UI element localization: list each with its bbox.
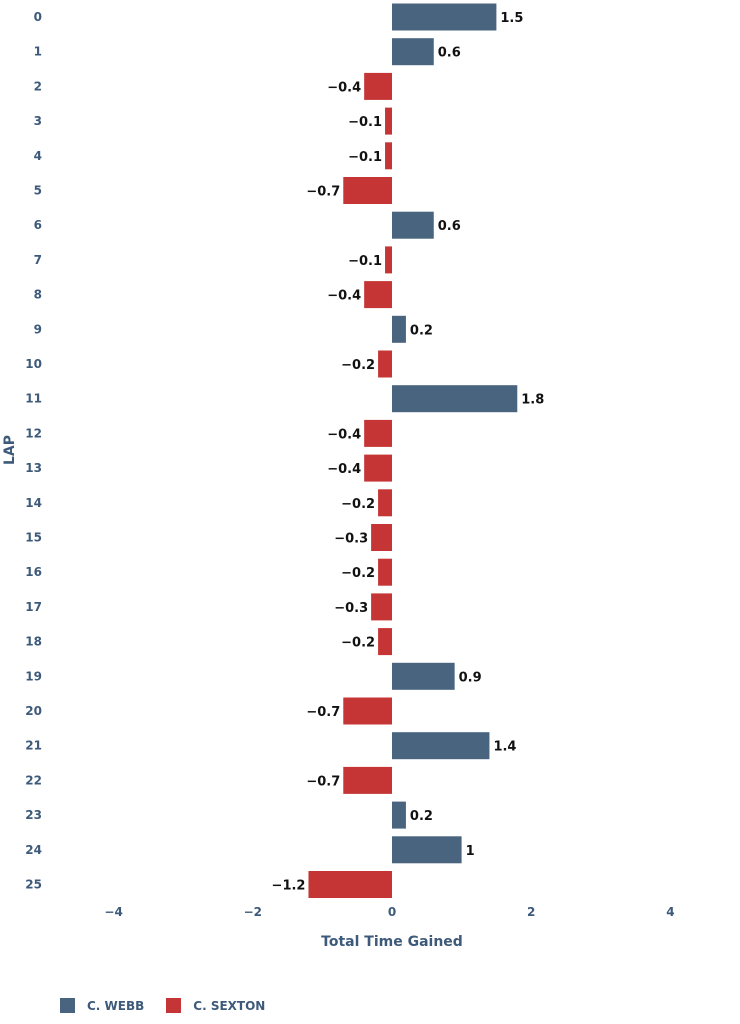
category-label: 1 (34, 45, 42, 59)
data-label: −0.4 (327, 80, 361, 95)
data-label: −0.2 (341, 358, 375, 373)
x-tick-label: 4 (666, 905, 674, 919)
category-label: 5 (34, 184, 42, 198)
category-label: 13 (25, 461, 42, 475)
data-label: −1.2 (272, 879, 306, 894)
category-label: 16 (25, 565, 42, 579)
bar (385, 142, 392, 170)
bar (392, 836, 462, 864)
data-label: −0.3 (334, 532, 368, 547)
category-label: 7 (34, 253, 42, 267)
bars (308, 3, 518, 898)
x-tick-label: −4 (104, 905, 122, 919)
bar (364, 454, 392, 482)
category-label: 17 (25, 600, 42, 614)
data-label: 0.2 (410, 809, 433, 824)
legend-item-sexton: C. SEXTON (166, 998, 265, 1013)
category-label: 15 (25, 531, 42, 545)
bar (308, 871, 392, 898)
bar (392, 801, 406, 829)
category-label: 6 (34, 218, 42, 232)
data-label: −0.4 (327, 462, 361, 477)
data-label: −0.2 (341, 636, 375, 651)
category-label: 8 (34, 288, 42, 302)
bar (378, 489, 392, 517)
data-labels: 1.5 0.6 −0.4 −0.1 −0.1 −0.7 0.6 −0.1 −0.4 0.2 −0.2… (272, 11, 545, 894)
legend: C. WEBB C. SEXTON (60, 998, 287, 1013)
category-label: 18 (25, 635, 42, 649)
legend-label-sexton: C. SEXTON (193, 998, 266, 1013)
bar (343, 177, 392, 204)
data-label: −0.1 (348, 254, 382, 269)
data-label: 1 (466, 844, 475, 859)
x-axis-tick-labels: −4 −2 0 2 4 (104, 905, 674, 919)
bar (371, 524, 392, 551)
category-label: 24 (25, 843, 42, 857)
category-label: 4 (34, 149, 42, 163)
legend-swatch-sexton (166, 998, 182, 1013)
data-label: −0.1 (348, 150, 382, 165)
y-axis-category-labels: 0123456789101112131415161718192021222324… (25, 10, 42, 892)
data-label: −0.7 (306, 774, 340, 789)
bar (392, 662, 455, 690)
data-label: 0.6 (438, 46, 461, 61)
bar (343, 766, 392, 794)
category-label: 3 (34, 114, 42, 128)
bar (392, 385, 518, 413)
bar (392, 732, 490, 760)
bar (392, 38, 434, 66)
category-label: 2 (34, 79, 42, 93)
bar (392, 3, 497, 31)
category-label: 11 (25, 392, 42, 406)
bar (378, 350, 392, 378)
data-label: −0.1 (348, 115, 382, 130)
x-tick-label: 2 (527, 905, 535, 919)
data-label: 0.9 (459, 670, 482, 685)
data-label: −0.2 (341, 566, 375, 581)
data-label: −0.2 (341, 497, 375, 512)
legend-label-webb: C. WEBB (87, 998, 145, 1013)
bar (378, 628, 392, 656)
bar (364, 281, 392, 309)
bar (392, 315, 406, 343)
bar (392, 211, 434, 239)
bar (385, 107, 392, 135)
x-tick-label: −2 (244, 905, 262, 919)
data-label: −0.7 (306, 185, 340, 200)
x-tick-label: 0 (388, 905, 396, 919)
data-label: −0.4 (327, 427, 361, 442)
data-label: 0.6 (438, 219, 461, 234)
bar (343, 697, 392, 725)
data-label: 0.2 (410, 323, 433, 338)
data-label: −0.4 (327, 289, 361, 304)
category-label: 23 (25, 808, 42, 822)
x-axis-title: Total Time Gained (321, 934, 463, 950)
category-label: 12 (25, 426, 42, 440)
category-label: 20 (25, 704, 42, 718)
category-label: 25 (25, 878, 42, 892)
bar (371, 593, 392, 621)
category-label: 0 (34, 10, 42, 24)
category-label: 10 (25, 357, 42, 371)
data-label: 1.4 (493, 740, 516, 755)
bar (364, 419, 392, 447)
category-label: 19 (25, 669, 42, 683)
data-label: 1.8 (521, 393, 544, 408)
y-axis-title: LAP (2, 435, 18, 465)
bar (385, 246, 392, 274)
category-label: 21 (25, 739, 42, 753)
legend-item-webb: C. WEBB (60, 998, 144, 1013)
category-label: 22 (25, 773, 42, 787)
data-label: −0.3 (334, 601, 368, 616)
legend-swatch-webb (60, 998, 75, 1013)
bar (364, 72, 392, 100)
data-label: 1.5 (500, 11, 523, 26)
bar (378, 558, 392, 586)
data-label: −0.7 (306, 705, 340, 720)
category-label: 14 (25, 496, 42, 510)
category-label: 9 (34, 322, 42, 336)
